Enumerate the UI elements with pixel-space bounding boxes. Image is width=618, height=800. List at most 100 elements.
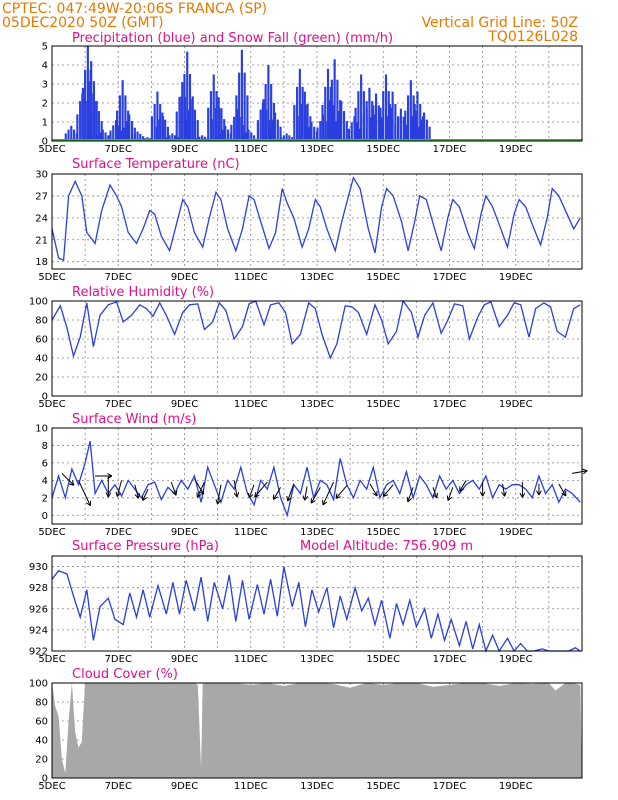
precip-bar: [84, 101, 87, 141]
wind-arrow: [479, 482, 486, 497]
precip-bar: [175, 111, 178, 141]
precip-bar: [345, 121, 348, 141]
y-tick-label: 40: [35, 354, 48, 365]
plot-frame: [51, 45, 583, 142]
wind-arrow: [248, 484, 255, 499]
panels: 0 1 2 3 4 5 5DEC 7DEC 9DEC 11DEC 13DEC 15DEC 17DEC 19…: [29, 31, 588, 792]
cloud-title: Cloud Cover (%): [72, 667, 178, 682]
precip-bar: [109, 130, 112, 141]
x-tick-label: 7DEC: [105, 781, 132, 792]
wind-arrow: [196, 481, 205, 498]
precip-bar: [347, 128, 351, 141]
precip-bar: [220, 108, 223, 141]
precip-bar: [168, 135, 171, 141]
wind-arrow: [406, 487, 414, 503]
precip-bar: [334, 121, 337, 141]
precip-bar: [321, 104, 324, 141]
x-tick-label: 19DEC: [499, 272, 533, 283]
precip-bar: [150, 116, 153, 141]
x-tick-label: 17DEC: [433, 527, 467, 538]
precip-bar: [193, 109, 197, 141]
precip-bar: [95, 101, 98, 141]
y-tick-label: 21: [35, 235, 48, 246]
precip-bar: [410, 116, 414, 141]
x-tick-label: 9DEC: [171, 399, 198, 410]
precip-bar: [218, 133, 221, 141]
precip-bar: [406, 95, 410, 141]
x-tick-label: 17DEC: [433, 654, 467, 665]
precip-bar: [117, 125, 120, 141]
precip-bar: [171, 133, 174, 141]
x-tick-label: 7DEC: [105, 527, 132, 538]
y-tick-label: 20: [35, 373, 48, 384]
precip-bar: [121, 80, 124, 141]
precip-bar: [87, 81, 90, 141]
precip-bar: [100, 121, 103, 141]
precip-bar: [212, 74, 215, 141]
precip-bar: [188, 109, 191, 141]
x-tick-label: 13DEC: [300, 781, 334, 792]
precip-bar: [340, 101, 343, 141]
y-tick-label: 5: [42, 42, 48, 53]
precip-bar: [166, 126, 169, 141]
precip-bar: [259, 109, 262, 141]
precip-bar: [203, 136, 206, 141]
x-tick-label: 11DEC: [234, 144, 268, 155]
x-tick-label: 5DEC: [38, 781, 65, 792]
y-tick-label: 3: [42, 80, 48, 91]
x-tick-label: 17DEC: [433, 781, 467, 792]
precip-bar: [128, 114, 131, 141]
precip-bar: [328, 100, 331, 141]
precip-bar: [241, 135, 245, 141]
y-tick-label: 4: [42, 61, 48, 72]
precip-panel: 0 1 2 3 4 5 5DEC 7DEC 9DEC 11DEC 13DEC 15DEC 17DEC 19…: [38, 31, 583, 155]
precip-bar: [233, 116, 236, 141]
plot-frame: [51, 555, 583, 652]
precip-bar: [360, 74, 363, 141]
x-tick-label: 7DEC: [105, 272, 132, 283]
y-tick-label: 80: [35, 698, 48, 709]
precip-bar: [293, 104, 296, 141]
precip-bar: [310, 122, 313, 141]
wind-arrow: [382, 484, 394, 497]
precip-bar: [333, 59, 336, 141]
x-tick-label: 5DEC: [38, 144, 65, 155]
y-tick-label: 0: [42, 774, 48, 785]
wind-arrow: [302, 486, 309, 501]
y-tick-label: 100: [29, 679, 48, 690]
precip-bar: [362, 114, 365, 141]
wind-arrow: [536, 483, 542, 496]
wind-arrow: [105, 476, 112, 498]
plot-frame: [51, 427, 583, 525]
wind-arrow: [115, 480, 123, 497]
precip-bar: [288, 135, 291, 141]
precip-bar: [238, 72, 241, 141]
precip-bar: [158, 119, 161, 141]
y-tick-label: 2: [42, 99, 48, 110]
plot-frame: [51, 300, 583, 397]
precip-bar: [256, 120, 259, 141]
x-tick-label: 13DEC: [300, 527, 334, 538]
precip-bar: [72, 129, 76, 141]
x-tick-label: 19DEC: [499, 527, 533, 538]
precip-bar: [79, 101, 82, 141]
precip-bar: [319, 121, 322, 141]
y-tick-label: 6: [42, 458, 48, 469]
x-tick-label: 15DEC: [366, 654, 400, 665]
x-tick-label: 15DEC: [366, 527, 400, 538]
precip-bar: [125, 121, 128, 141]
precip-bar: [89, 121, 92, 141]
y-tick-label: 60: [35, 335, 48, 346]
precip-bar: [164, 119, 167, 141]
precip-bar: [324, 86, 327, 141]
precip-bar: [186, 51, 189, 142]
precip-bar: [191, 99, 194, 141]
x-tick-label: 5DEC: [38, 272, 65, 283]
wind-arrow: [286, 483, 295, 502]
precip-bar: [196, 120, 199, 141]
precip-bar: [415, 110, 418, 141]
precip-bar: [371, 101, 374, 141]
precip-bar: [353, 116, 356, 141]
x-tick-label: 9DEC: [171, 272, 198, 283]
precip-bar: [122, 127, 125, 141]
